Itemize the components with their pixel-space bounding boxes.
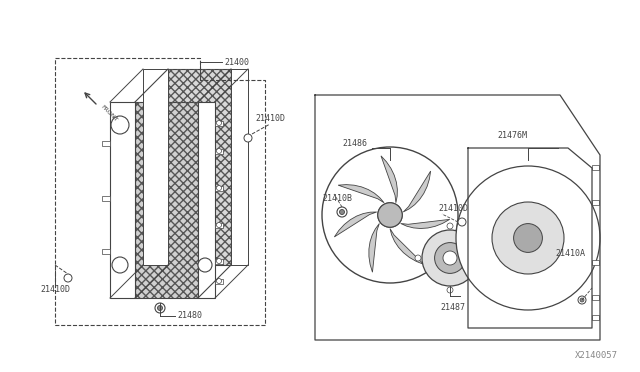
Polygon shape <box>381 156 397 203</box>
Polygon shape <box>403 171 431 212</box>
Bar <box>102 249 110 254</box>
Circle shape <box>337 207 347 217</box>
Bar <box>198 102 215 298</box>
Text: 21410D: 21410D <box>255 113 285 122</box>
Circle shape <box>322 147 458 283</box>
Circle shape <box>339 209 344 215</box>
Circle shape <box>64 274 72 282</box>
Polygon shape <box>231 69 248 265</box>
Bar <box>215 279 223 284</box>
Bar <box>110 102 135 298</box>
Bar <box>592 165 599 170</box>
Circle shape <box>458 218 466 226</box>
Bar <box>592 295 599 300</box>
Bar <box>592 260 599 265</box>
Circle shape <box>447 223 453 229</box>
Text: 21410B: 21410B <box>322 193 352 202</box>
Text: 21487: 21487 <box>440 304 465 312</box>
Bar <box>592 200 599 205</box>
Polygon shape <box>143 69 168 265</box>
Polygon shape <box>168 69 231 265</box>
Text: 21410D: 21410D <box>40 285 70 294</box>
Polygon shape <box>334 212 377 237</box>
Bar <box>215 223 223 228</box>
Bar <box>102 196 110 201</box>
Circle shape <box>198 258 212 272</box>
Polygon shape <box>390 229 424 264</box>
Circle shape <box>578 296 586 304</box>
Bar <box>215 149 223 154</box>
Text: 21486: 21486 <box>342 138 367 148</box>
Circle shape <box>216 121 221 125</box>
Text: 21476M: 21476M <box>497 131 527 140</box>
Circle shape <box>443 251 457 265</box>
Text: X2140057: X2140057 <box>575 350 618 359</box>
Circle shape <box>378 203 402 227</box>
Circle shape <box>111 116 129 134</box>
Text: 21410A: 21410A <box>555 250 585 259</box>
Circle shape <box>435 243 465 273</box>
Circle shape <box>415 255 421 261</box>
Circle shape <box>492 202 564 274</box>
Text: 21480: 21480 <box>177 311 202 321</box>
Circle shape <box>155 303 165 313</box>
Polygon shape <box>369 224 380 272</box>
Bar <box>215 186 223 191</box>
Polygon shape <box>135 102 198 298</box>
Circle shape <box>378 203 402 227</box>
Circle shape <box>216 259 221 263</box>
Circle shape <box>422 230 478 286</box>
Circle shape <box>216 186 221 190</box>
Bar <box>215 121 223 126</box>
Polygon shape <box>401 219 450 228</box>
Circle shape <box>216 222 221 228</box>
Circle shape <box>216 148 221 154</box>
Circle shape <box>513 224 542 252</box>
Text: 21400: 21400 <box>224 58 249 67</box>
Circle shape <box>216 279 221 283</box>
Text: FRONT: FRONT <box>100 104 119 123</box>
Text: 21410D: 21410D <box>438 203 468 212</box>
Bar <box>102 141 110 146</box>
Circle shape <box>244 134 252 142</box>
Circle shape <box>580 298 584 302</box>
Circle shape <box>112 257 128 273</box>
Circle shape <box>447 287 453 293</box>
Bar <box>215 259 223 264</box>
Circle shape <box>157 305 163 311</box>
Circle shape <box>456 166 600 310</box>
Polygon shape <box>338 185 384 203</box>
Bar <box>592 315 599 320</box>
Circle shape <box>479 255 485 261</box>
